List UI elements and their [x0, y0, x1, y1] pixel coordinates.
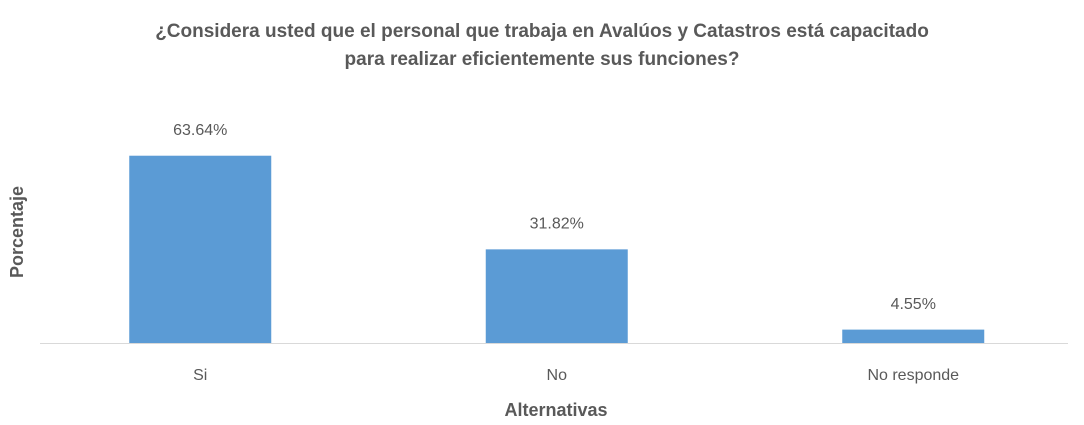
bar	[129, 155, 272, 343]
data-label: 4.55%	[891, 296, 936, 313]
x-tick-label: No	[547, 367, 568, 384]
x-tick-label: Si	[193, 367, 207, 384]
data-label: 63.64%	[173, 122, 227, 139]
chart-title: ¿Considera usted que el personal que tra…	[155, 21, 929, 70]
x-tick-label: No responde	[867, 367, 959, 384]
x-axis-title: Alternativas	[504, 400, 607, 420]
data-label: 31.82%	[530, 216, 584, 233]
bar	[485, 249, 628, 343]
bar	[842, 329, 985, 343]
y-axis-title: Porcentaje	[7, 186, 27, 278]
